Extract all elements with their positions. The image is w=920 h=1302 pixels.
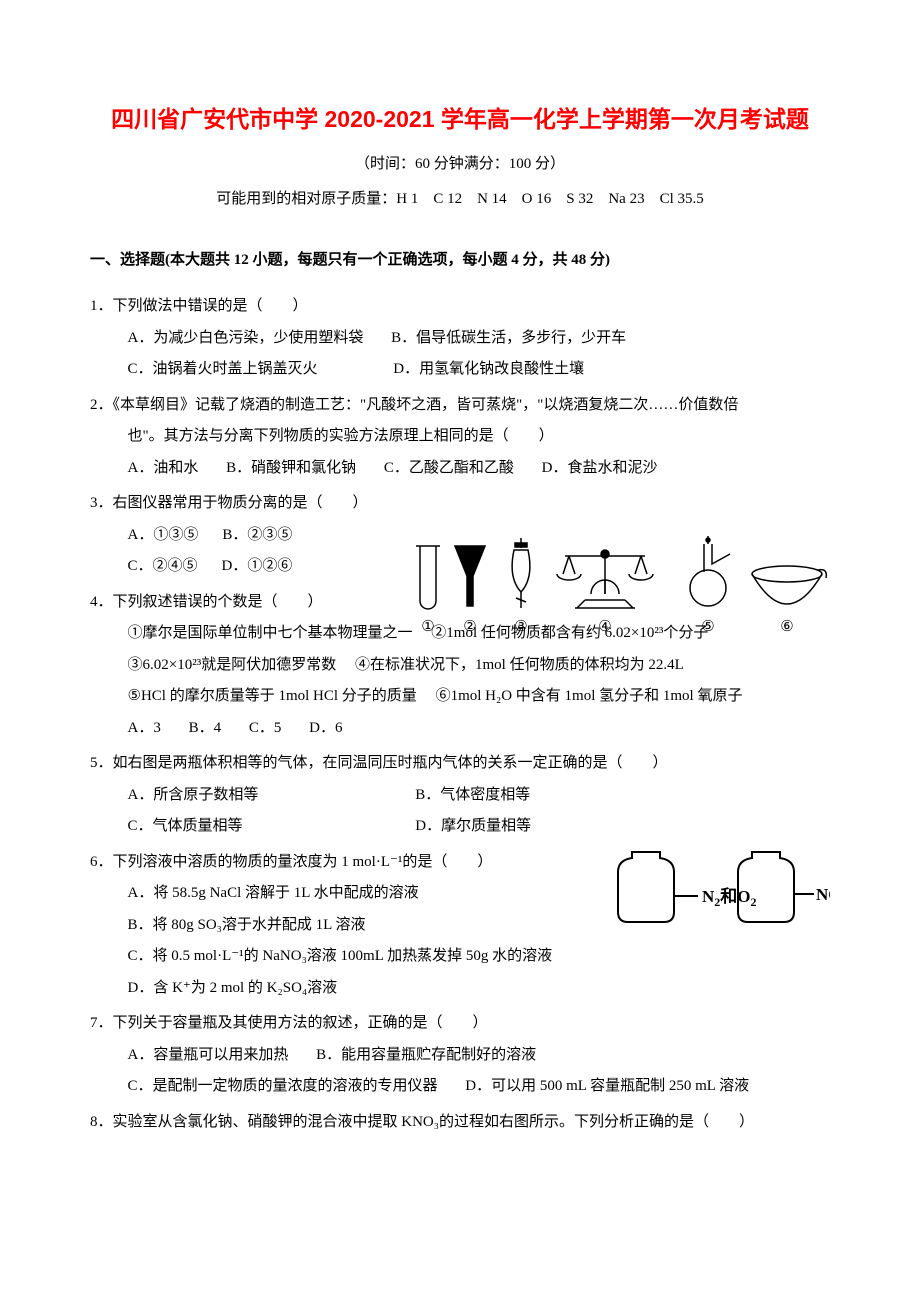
section-1-heading: 一、选择题(本大题共 12 小题，每题只有一个正确选项，每小题 4 分，共 48…	[90, 248, 830, 269]
apparatus-figure: ① ② ③ ④ ⑤ ⑥	[410, 536, 830, 636]
q3-opt-b: B．②③⑤	[222, 520, 292, 552]
q6-opt-a: A．将 58.5g NaCl 溶解于 1L 水中配成的溶液	[128, 885, 419, 901]
q7-opt-a: A．容量瓶可以用来加热	[128, 1040, 289, 1072]
q4-item-6: ⑥1mol H₂O 中含有 1mol 氢分子和 1mol 氧原子	[436, 688, 743, 704]
q4-opt-c: C．5	[249, 713, 282, 745]
atomic-masses: 可能用到的相对原子质量：H 1 C 12 N 14 O 16 S 32 Na 2…	[90, 187, 830, 208]
q3-opt-a: A．①③⑤	[128, 520, 199, 552]
jar1-label: N2和O2	[702, 887, 757, 909]
apparatus-label-1: ①	[421, 619, 434, 635]
question-7: 7．下列关于容量瓶及其使用方法的叙述，正确的是（ ） A．容量瓶可以用来加热 B…	[90, 1008, 830, 1103]
q2-stem-1: 2．《本草纲目》记载了烧酒的制造工艺："凡酸坏之酒，皆可蒸烧"，"以烧酒复烧二次…	[90, 390, 830, 422]
q4-opt-a: A．3	[128, 713, 161, 745]
apparatus-label-4: ④	[598, 619, 611, 635]
q1-stem: 1．下列做法中错误的是（ ）	[90, 291, 830, 323]
q6-opt-c: C．将 0.5 mol·L⁻¹的 NaNO₃溶液 100mL 加热蒸发掉 50g…	[128, 948, 553, 964]
question-2: 2．《本草纲目》记载了烧酒的制造工艺："凡酸坏之酒，皆可蒸烧"，"以烧酒复烧二次…	[90, 390, 830, 485]
q5-opt-b: B．气体密度相等	[415, 780, 530, 812]
q5-opt-c: C．气体质量相等	[128, 811, 388, 843]
time-fullmark: （时间：60 分钟满分：100 分）	[90, 152, 830, 173]
q7-opt-b: B．能用容量瓶贮存配制好的溶液	[316, 1040, 536, 1072]
gas-jars-figure: N2和O2 NO	[590, 846, 830, 926]
q4-opt-d: D．6	[309, 713, 342, 745]
q3-opt-d: D．①②⑥	[222, 551, 293, 583]
q7-opt-d: D．可以用 500 mL 容量瓶配制 250 mL 溶液	[465, 1071, 749, 1103]
q1-opt-c: C．油锅着火时盖上锅盖灭火	[128, 354, 318, 386]
q4-item-3: ③6.02×10²³就是阿伏加德罗常数	[128, 657, 337, 673]
q2-opt-c: C．乙酸乙酯和乙酸	[384, 453, 514, 485]
q6-opt-d: D．含 K⁺为 2 mol 的 K₂SO₄溶液	[128, 980, 338, 996]
q1-opt-d: D．用氢氧化钠改良酸性土壤	[393, 354, 584, 386]
q2-opt-b: B．硝酸钾和氯化钠	[226, 453, 356, 485]
q6-opt-b: B．将 80g SO₃溶于水并配成 1L 溶液	[128, 917, 366, 933]
q4-item-1: ①摩尔是国际单位制中七个基本物理量之一	[128, 625, 413, 641]
q7-stem: 7．下列关于容量瓶及其使用方法的叙述，正确的是（ ）	[90, 1008, 830, 1040]
apparatus-label-3: ③	[514, 619, 527, 635]
q1-opt-b: B．倡导低碳生活，多步行，少开车	[391, 323, 626, 355]
q4-item-5: ⑤HCl 的摩尔质量等于 1mol HCl 分子的质量	[128, 688, 417, 704]
q8-stem: 8．实验室从含氯化钠、硝酸钾的混合液中提取 KNO₃的过程如右图所示。下列分析正…	[90, 1107, 830, 1139]
q4-item-4: ④在标准状况下，1mol 任何物质的体积均为 22.4L	[355, 657, 684, 673]
question-5: 5．如右图是两瓶体积相等的气体，在同温同压时瓶内气体的关系一定正确的是（ ） A…	[90, 748, 830, 843]
q5-stem: 5．如右图是两瓶体积相等的气体，在同温同压时瓶内气体的关系一定正确的是（ ）	[90, 748, 830, 780]
jar2-label: NO	[816, 885, 830, 904]
q5-opt-a: A．所含原子数相等	[128, 780, 388, 812]
question-8: 8．实验室从含氯化钠、硝酸钾的混合液中提取 KNO₃的过程如右图所示。下列分析正…	[90, 1107, 830, 1139]
q4-opt-b: B．4	[189, 713, 222, 745]
q1-opt-a: A．为减少白色污染，少使用塑料袋	[128, 323, 364, 355]
q3-opt-c: C．②④⑤	[128, 551, 198, 583]
apparatus-label-2: ②	[463, 619, 476, 635]
q2-stem-2: 也"。其方法与分离下列物质的实验方法原理上相同的是（ ）	[90, 421, 830, 453]
page-title: 四川省广安代市中学 2020-2021 学年高一化学上学期第一次月考试题	[90, 100, 830, 134]
q5-opt-d: D．摩尔质量相等	[415, 811, 531, 843]
q2-opt-a: A．油和水	[128, 453, 199, 485]
apparatus-label-5: ⑤	[701, 619, 714, 635]
q7-opt-c: C．是配制一定物质的量浓度的溶液的专用仪器	[128, 1071, 438, 1103]
q3-stem: 3．右图仪器常用于物质分离的是（ ）	[90, 488, 830, 520]
apparatus-label-6: ⑥	[780, 619, 793, 635]
question-1: 1．下列做法中错误的是（ ） A．为减少白色污染，少使用塑料袋 B．倡导低碳生活…	[90, 291, 830, 386]
q2-opt-d: D．食盐水和泥沙	[542, 453, 658, 485]
